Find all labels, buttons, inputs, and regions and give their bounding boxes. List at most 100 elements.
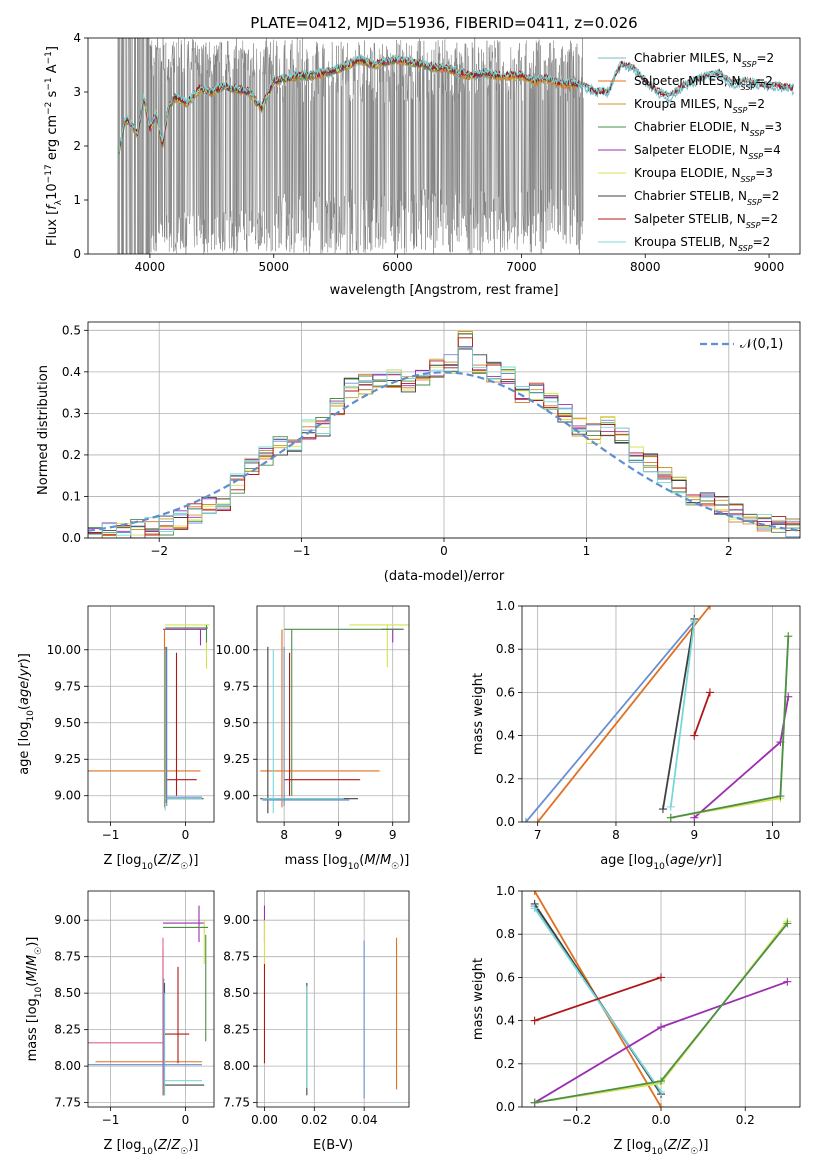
legend-sub: SSP <box>748 152 763 161</box>
y-tick-label: 8.50 <box>54 986 81 1000</box>
weight-marker <box>690 617 699 626</box>
x-tick-label: 0.02 <box>301 1113 328 1127</box>
y-tick-label: 0.1 <box>62 489 81 503</box>
legend-text: =2 <box>760 212 778 226</box>
label-part: yr <box>698 853 714 868</box>
x-tick-label: 9 <box>335 828 343 842</box>
label-part: Z <box>667 1138 678 1153</box>
legend-entry: Chabrier ELODIE, NSSP=3 <box>634 120 782 138</box>
weight-marker <box>705 606 714 610</box>
plot-area <box>260 624 409 814</box>
label-part: −1 <box>44 51 54 64</box>
weight-marker <box>657 973 665 982</box>
label-part: 10 <box>26 710 36 722</box>
y-tick-label: 9.00 <box>223 913 250 927</box>
label-part: M <box>25 955 40 966</box>
weight-line-4 <box>534 976 662 1022</box>
label-part: s <box>45 90 60 101</box>
x-tick-label: 8 <box>612 828 620 842</box>
label-part: 10 <box>348 862 360 872</box>
panel-2: −1 0 9.00 9.25 9.50 9.75 10.00 <box>47 605 215 842</box>
label-part: age [log <box>600 853 653 868</box>
weight-line-3 <box>533 907 662 1093</box>
y-tick-label: 7.75 <box>54 1096 81 1110</box>
x-axis-label: (data-model)/error <box>384 569 505 584</box>
panel-4: 7 8 9 10 0.0 0.2 0.4 0.6 0.8 1.0 <box>496 599 801 842</box>
weight-marker <box>522 818 530 822</box>
y-axis-label: age [log10(age/yr)] <box>17 653 36 775</box>
label-part: f <box>45 203 60 210</box>
x-tick-label: 0.04 <box>351 1113 378 1127</box>
y-tick-label: 0.2 <box>62 448 81 462</box>
y-tick-label: 9.50 <box>223 716 250 730</box>
y-tick-label: 10.00 <box>216 643 250 657</box>
label-part: ☉ <box>180 1147 188 1157</box>
legend-text: =4 <box>763 143 781 157</box>
weight-marker <box>657 1077 665 1086</box>
label-part: ] <box>45 46 60 51</box>
y-tick-label: 9.75 <box>223 679 250 693</box>
axes-frame <box>256 890 410 1108</box>
label-part: Z [log <box>614 1138 652 1153</box>
weight-line-1 <box>536 606 711 822</box>
histogram-step-7 <box>88 337 800 538</box>
x-axis-label: mass [log10(M/M☉)] <box>285 853 410 872</box>
label-part: 10 <box>651 1147 663 1157</box>
legend-text: =3 <box>755 166 773 180</box>
weight-marker <box>705 688 714 697</box>
legend-entry: Kroupa MILES, NSSP=2 <box>634 97 765 115</box>
x-axis-label: Z [log10(Z/Z☉)] <box>104 853 199 872</box>
legend-text: Kroupa ELODIE, N <box>634 166 741 180</box>
legend-sub: SSP <box>733 106 748 115</box>
label-part: Z <box>680 1138 691 1153</box>
legend-entry: Chabrier MILES, NSSP=2 <box>634 51 774 69</box>
x-tick-label: 9000 <box>754 260 785 274</box>
y-tick-label: 9.25 <box>223 752 250 766</box>
y-tick-label: 9.25 <box>54 752 81 766</box>
label-part: )] <box>712 853 722 868</box>
axes-frame <box>521 890 801 1108</box>
legend-text: Chabrier MILES, N <box>634 51 742 65</box>
y-tick-label: 8.25 <box>54 1023 81 1037</box>
legend-sub: SSP <box>746 221 761 230</box>
y-tick-label: 9.50 <box>54 716 81 730</box>
y-tick-label: 8.00 <box>223 1059 250 1073</box>
weight-marker <box>690 813 699 822</box>
model-spectrum-8 <box>118 53 795 152</box>
weight-line-4 <box>693 692 711 736</box>
plot-area <box>117 38 795 254</box>
x-tick-label: 0 <box>182 828 190 842</box>
label-part: 10 <box>141 1147 153 1157</box>
label-part: 10 <box>653 862 665 872</box>
label-part: mass [log <box>285 853 348 868</box>
legend-entry: Chabrier STELIB, NSSP=2 <box>634 189 779 207</box>
weight-marker <box>657 1103 665 1107</box>
x-tick-label: −0.2 <box>562 1113 591 1127</box>
weight-marker <box>666 802 675 811</box>
weight-marker <box>784 632 793 641</box>
label-part: Z <box>157 1138 168 1153</box>
label-part: ( <box>359 853 364 868</box>
label-part: / <box>17 676 32 681</box>
label-part: )] <box>17 653 32 663</box>
x-tick-label: −1 <box>293 544 311 558</box>
y-tick-label: 0.4 <box>496 1014 515 1028</box>
x-tick-label: 0.0 <box>651 1113 670 1127</box>
axes-frame <box>87 605 215 823</box>
y-tick-label: 8.50 <box>223 986 250 1000</box>
x-tick-label: 9 <box>389 828 397 842</box>
x-tick-label: 7 <box>534 828 542 842</box>
legend-entry: Kroupa ELODIE, NSSP=3 <box>634 166 773 184</box>
x-axis-label: E(B-V) <box>313 1138 353 1153</box>
y-tick-label: 8.25 <box>223 1023 250 1037</box>
legend-text: =3 <box>764 120 782 134</box>
label-part: age <box>670 853 694 868</box>
y-tick-label: 9.00 <box>54 913 81 927</box>
weight-marker <box>690 731 699 740</box>
legend-text: Salpeter STELIB, N <box>634 212 746 226</box>
weight-marker <box>530 904 539 913</box>
label-part: Z [log <box>104 853 142 868</box>
x-tick-label: −1 <box>102 828 120 842</box>
label-part: ( <box>153 1138 158 1153</box>
